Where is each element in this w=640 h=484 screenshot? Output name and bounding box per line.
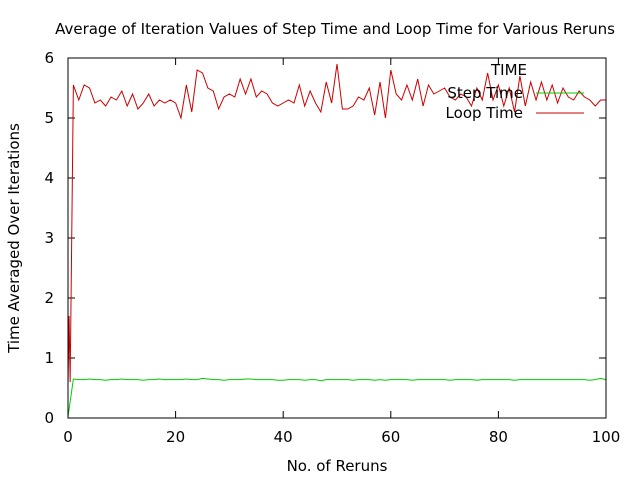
series-line-loop-time xyxy=(67,63,606,386)
plot-area-frame xyxy=(67,57,607,419)
y-tick-label: 3 xyxy=(44,229,54,247)
y-tick-label: 6 xyxy=(44,49,54,67)
plot-series xyxy=(67,63,607,417)
legend-label-loop-time: Loop Time xyxy=(446,104,523,122)
series-line-step-time xyxy=(67,377,607,417)
axis-ticks: 0 20 40 60 80 100 0 1 2 3 4 5 6 xyxy=(44,49,620,446)
y-tick-label: 5 xyxy=(44,109,54,127)
y-tick-label: 4 xyxy=(44,169,54,187)
chart-title: Average of Iteration Values of Step Time… xyxy=(55,20,615,38)
legend-label-step-time: Step Time xyxy=(447,84,523,102)
x-tick-label: 20 xyxy=(166,428,185,446)
x-tick-label: 100 xyxy=(592,428,621,446)
legend-title: TIME xyxy=(490,61,527,79)
x-tick-label: 40 xyxy=(274,428,293,446)
y-tick-label: 0 xyxy=(44,409,54,427)
y-tick-label: 2 xyxy=(44,289,54,307)
x-axis-label: No. of Reruns xyxy=(287,457,388,475)
legend: TIME Step Time Loop Time xyxy=(446,61,584,122)
x-tick-label: 80 xyxy=(489,428,508,446)
x-tick-label: 60 xyxy=(381,428,400,446)
x-tick-label: 0 xyxy=(63,428,73,446)
y-tick-label: 1 xyxy=(44,349,54,367)
y-axis-label: Time Averaged Over Iterations xyxy=(5,123,23,354)
